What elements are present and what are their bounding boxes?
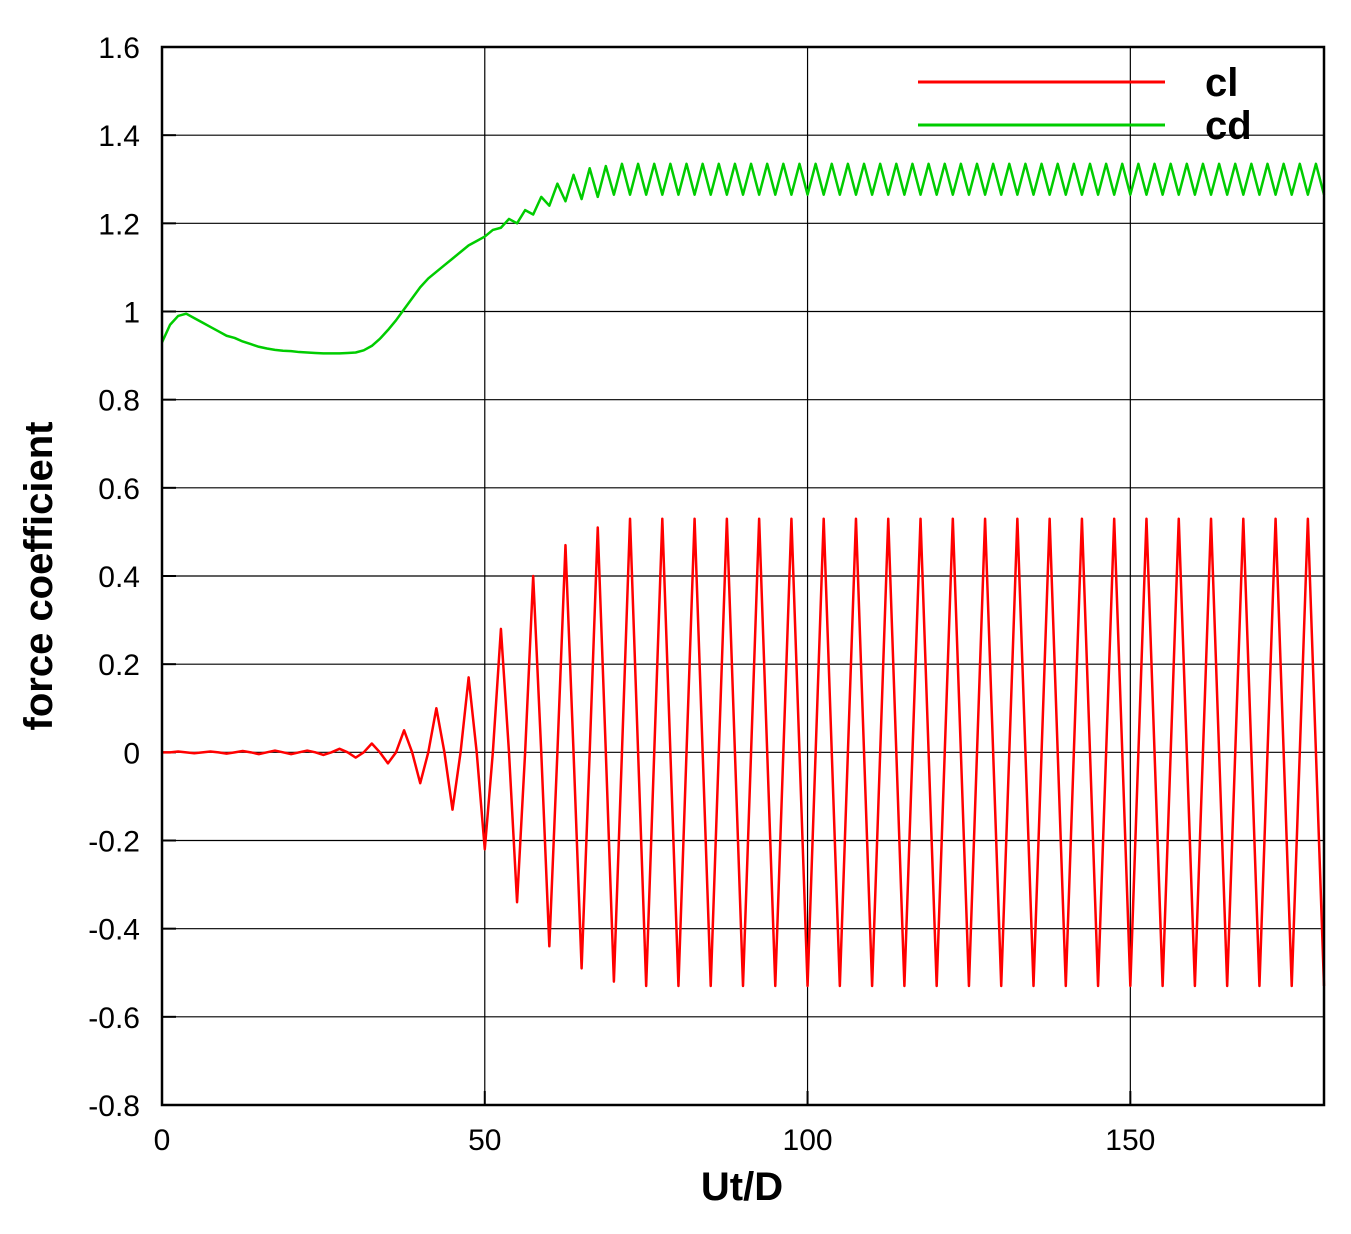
y-tick-label: -0.4 (88, 914, 140, 947)
series-line (162, 517, 1326, 988)
x-tick-label: 100 (783, 1124, 833, 1157)
x-tick-label: 150 (1105, 1124, 1155, 1157)
x-tick-label: 0 (154, 1124, 171, 1157)
x-tick-label: 50 (468, 1124, 501, 1157)
y-tick-label: 0.2 (98, 649, 140, 682)
legend-label: cl (1205, 61, 1238, 105)
y-tick-label: 0.4 (98, 561, 140, 594)
y-axis-label: force coefficient (17, 422, 61, 731)
plot-frame (160, 45, 1326, 1107)
y-tick-label: 1.4 (98, 120, 140, 153)
y-tick-label: 0.6 (98, 473, 140, 506)
y-tick-label: 1.6 (98, 32, 140, 65)
y-tick-label: 0 (123, 737, 140, 770)
y-tick-label: 1 (123, 297, 140, 330)
y-tick-label: 1.2 (98, 208, 140, 241)
y-tick-label: -0.8 (88, 1090, 140, 1123)
legend-label: cd (1205, 104, 1252, 148)
y-tick-label: -0.6 (88, 1002, 140, 1035)
y-tick-label: 0.8 (98, 385, 140, 418)
x-axis-label: Ut/D (701, 1165, 783, 1209)
series-line (160, 162, 1326, 355)
y-tick-label: -0.2 (88, 826, 140, 859)
